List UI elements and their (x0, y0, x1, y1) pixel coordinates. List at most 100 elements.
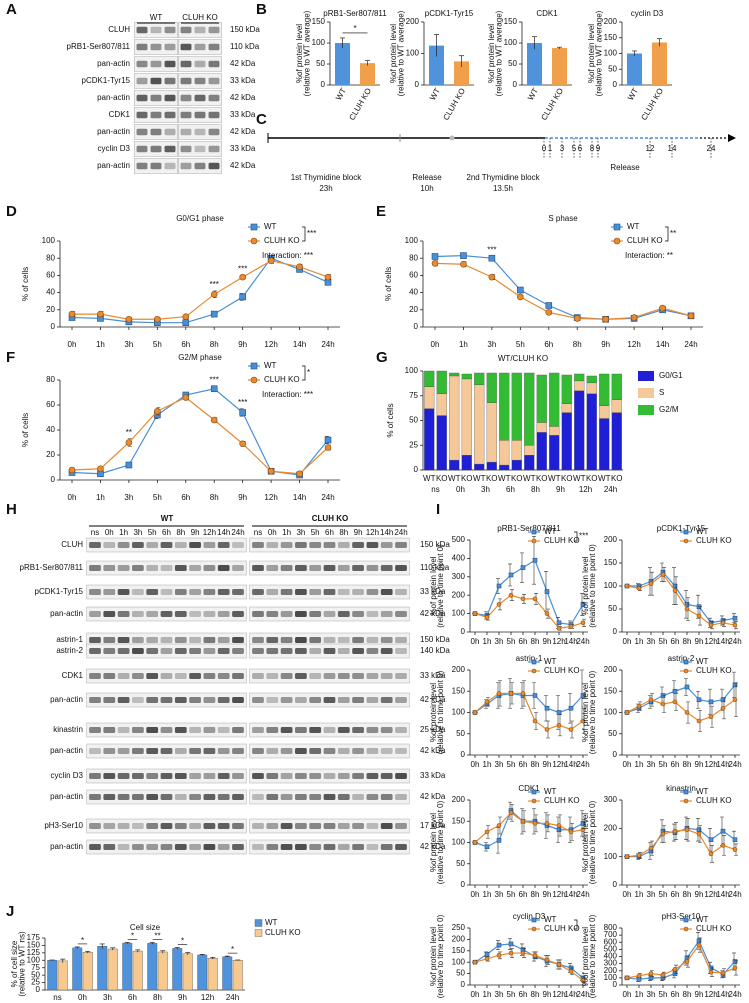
error-cap (510, 803, 514, 822)
blot-row-label: pan-actin (50, 695, 83, 704)
error-cap (582, 618, 586, 627)
error-cap (696, 818, 700, 842)
x-tick-label: 9h (543, 760, 552, 769)
blot-band (380, 727, 393, 733)
blot-band (352, 673, 364, 679)
point (496, 583, 502, 589)
series-line (434, 255, 692, 320)
bar-segment (436, 370, 447, 394)
y-tick-label: 50 (456, 969, 465, 978)
timeline-tick-label: 8 (590, 144, 595, 153)
blot-band (252, 697, 264, 703)
x-tick-label: WT (473, 474, 486, 483)
blot-band (117, 748, 130, 754)
error-cap (674, 576, 678, 605)
chart-title: WT/CLUH KO (498, 354, 548, 363)
error-cap (544, 812, 548, 839)
blot-strip (249, 606, 410, 622)
point (556, 626, 562, 631)
point (472, 840, 478, 845)
point (732, 622, 738, 628)
y-axis-label: % of cells (21, 413, 30, 447)
x-tick-label: 5h (153, 340, 162, 349)
point (732, 697, 738, 703)
error-cap (496, 940, 500, 950)
blot-band (160, 637, 173, 643)
blot-band (266, 823, 279, 829)
x-tick-label: 9h (695, 890, 704, 899)
x-tick-label: 8h (531, 760, 540, 769)
blot-band (132, 542, 144, 548)
blot-band (395, 589, 407, 595)
blot-size-label: 150 kDa (420, 635, 450, 644)
bar-segment (574, 380, 585, 391)
blot-band (203, 773, 216, 779)
blot-band (380, 773, 393, 779)
error-cap (558, 714, 562, 737)
bar-segment (611, 373, 622, 400)
error-cap (580, 593, 584, 616)
y-tick-label: 60 (409, 271, 418, 280)
blot-band (89, 565, 101, 571)
x-tick-label: 6h (181, 493, 190, 502)
error-cap (510, 682, 514, 705)
legend-swatch (638, 405, 654, 415)
bar-segment (599, 418, 610, 471)
blot-band (203, 727, 216, 733)
point (97, 465, 104, 473)
y-axis-label: %of protein level (587, 24, 596, 83)
lane-label: 0h (105, 528, 114, 537)
x-tick-label: 3h (647, 890, 656, 899)
blot-size-label: 150 kDa (420, 540, 450, 549)
group-label: 12h (579, 485, 592, 494)
bar-segment (461, 378, 472, 456)
point (472, 710, 478, 715)
point (508, 950, 514, 956)
blot-band (266, 673, 279, 679)
group-label: CLUH KO (312, 514, 348, 523)
blot-row-label: cyclin D3 (51, 771, 84, 780)
series-line (474, 692, 584, 714)
y-tick-label: 100 (405, 366, 419, 375)
blot-row-label: kinastrin (53, 725, 83, 734)
blot-band (89, 648, 101, 654)
release-label: Release (610, 163, 640, 172)
point (732, 847, 738, 852)
lane-label: 5h (311, 528, 320, 537)
y-axis-label: % of cell size (10, 940, 19, 987)
y-tick-label: 100 (604, 973, 618, 982)
error-cap (556, 695, 560, 730)
y-tick-label: 20 (409, 305, 418, 314)
blot-band (295, 589, 307, 595)
point (624, 710, 630, 715)
error-cap (638, 585, 642, 591)
error-cap (520, 808, 524, 835)
blot-band (280, 637, 293, 643)
error-cap (520, 943, 524, 956)
bar-segment (611, 399, 622, 413)
point (484, 951, 490, 957)
error-cap (708, 617, 712, 628)
point (672, 588, 678, 593)
point (484, 614, 490, 620)
point (568, 829, 574, 835)
bar-segment (549, 372, 560, 427)
blot-band (208, 94, 220, 102)
point (496, 823, 502, 828)
blot-band (380, 794, 393, 800)
point (484, 844, 490, 850)
panel-label: J (6, 903, 14, 920)
significance: ** (126, 428, 132, 437)
blot-band (252, 648, 264, 654)
blot-band (395, 844, 407, 850)
y-axis-label: % of cells (384, 267, 393, 301)
y-tick-label: 50 (456, 859, 465, 868)
blot-band (136, 145, 148, 153)
blot-band (160, 589, 173, 595)
y-tick-label: 150 (452, 946, 466, 955)
blot-band (352, 565, 364, 571)
blot-band (160, 748, 173, 754)
blot-band (380, 648, 393, 654)
blot-band (395, 565, 407, 571)
error-cap (532, 682, 536, 709)
